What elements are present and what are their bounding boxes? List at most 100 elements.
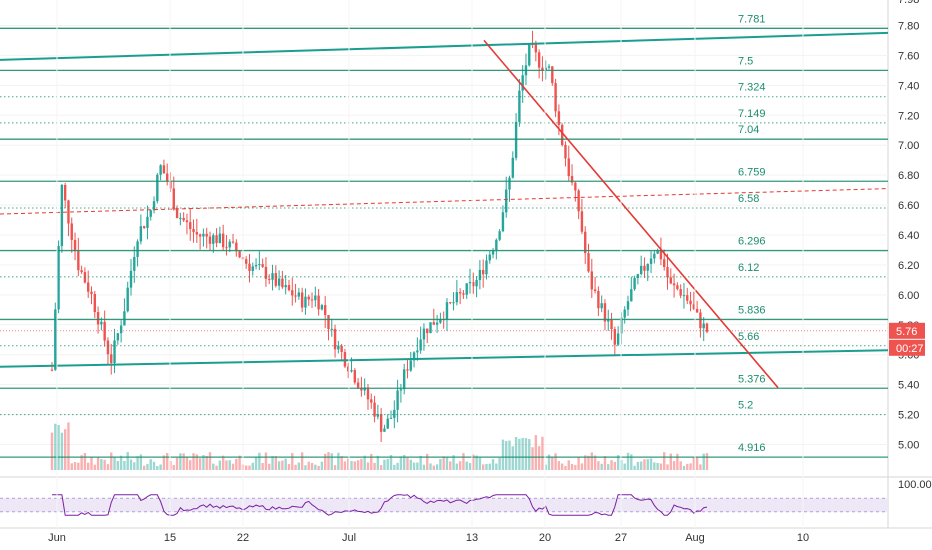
level-label: 7.04 (738, 124, 759, 136)
candle-body (402, 369, 406, 390)
candle-body (277, 278, 281, 286)
volume-bar (300, 452, 304, 470)
volume-bar (110, 452, 113, 470)
candle-body (376, 414, 380, 417)
volume-bar (87, 462, 90, 470)
candle-body (73, 239, 77, 252)
volume-bar (449, 461, 452, 470)
volume-bar (133, 462, 136, 470)
candle-body (699, 312, 702, 329)
candle-body (528, 44, 531, 66)
volume-bar (340, 456, 343, 470)
level-label: 7.324 (738, 82, 766, 94)
candle-body (264, 266, 268, 279)
volume-bar (442, 456, 445, 470)
trend-line-upper[interactable] (0, 31, 889, 61)
volume-bar (106, 464, 110, 470)
candle-body (541, 67, 544, 71)
candle-body (544, 67, 547, 71)
volume-bar (383, 459, 386, 470)
volume-bar (225, 460, 228, 470)
volume-bar (136, 456, 139, 470)
last-price-badge (889, 322, 925, 339)
volume-bar (646, 459, 649, 470)
candle-body (195, 232, 199, 235)
candle-body (185, 220, 189, 223)
volume-bar (156, 465, 159, 470)
time-tick-label: Jul (342, 532, 356, 544)
candle-body (564, 144, 567, 159)
volume-bar (379, 465, 383, 470)
candle-body (327, 315, 330, 330)
time-tick-label: 13 (466, 532, 478, 544)
candle-body (248, 263, 251, 271)
trend-line-lower[interactable] (0, 349, 889, 368)
volume-bar (277, 461, 281, 470)
candle-body (682, 295, 686, 297)
candle-body (574, 182, 577, 191)
candle-body (192, 228, 195, 233)
candle-body (481, 269, 485, 275)
volume-bar (77, 462, 80, 470)
volume-bar (659, 463, 663, 470)
level-label: 6.759 (738, 166, 766, 178)
volume-bar (649, 458, 653, 470)
candle-body (692, 304, 696, 309)
volume-bar (455, 463, 459, 470)
price-tick-label: 6.00 (898, 290, 919, 302)
candle-body (412, 352, 416, 361)
candle-body (291, 290, 294, 296)
volume-bar (152, 461, 156, 470)
volume-bar (310, 462, 314, 470)
volume-bar (521, 437, 524, 470)
candle-body (238, 251, 241, 258)
candle-body (198, 234, 202, 237)
price-tick-label: 6.80 (898, 170, 919, 182)
trend-line-dashed[interactable] (0, 188, 889, 215)
candle-body (560, 124, 564, 145)
volume-bar (376, 455, 380, 470)
level-label: 5.376 (738, 373, 766, 385)
volume-bar (294, 464, 297, 470)
level-label: 4.916 (738, 442, 766, 454)
volume-bar (610, 460, 613, 470)
volume-bar (468, 463, 472, 470)
candle-body (616, 333, 620, 345)
volume-bar (389, 454, 393, 470)
volume-bar (551, 457, 554, 470)
volume-bar (50, 432, 54, 470)
volume-bar (67, 422, 70, 470)
level-label: 6.12 (738, 262, 759, 274)
volume-bar (353, 461, 357, 470)
volume-bar (682, 465, 686, 470)
candle-body (386, 418, 389, 429)
candle-body (570, 176, 574, 183)
candle-body (314, 295, 317, 301)
volume-bar (116, 460, 120, 470)
volume-bar (488, 463, 491, 470)
candle-body (215, 235, 218, 243)
volume-bar (495, 463, 498, 470)
trend-line-resistance[interactable] (483, 39, 779, 389)
volume-bar (613, 461, 617, 470)
candle-body (393, 409, 396, 418)
candle-body (307, 296, 310, 300)
volume-bar (284, 458, 287, 470)
candle-body (231, 241, 235, 243)
time-tick-label: 15 (164, 532, 176, 544)
volume-bar (195, 454, 199, 470)
candle-body (518, 90, 521, 122)
volume-bar (182, 453, 185, 470)
rsi-top-label: 100.00 (898, 479, 932, 491)
candle-body (113, 340, 116, 364)
volume-bar (323, 453, 327, 470)
candle-body (136, 241, 139, 257)
candle-body (505, 189, 508, 213)
volume-bar (126, 452, 129, 470)
volume-bar (96, 456, 100, 470)
candle-body (472, 282, 475, 287)
volume-bar (590, 452, 593, 470)
candle-body (419, 339, 422, 351)
candle-body (221, 233, 225, 248)
